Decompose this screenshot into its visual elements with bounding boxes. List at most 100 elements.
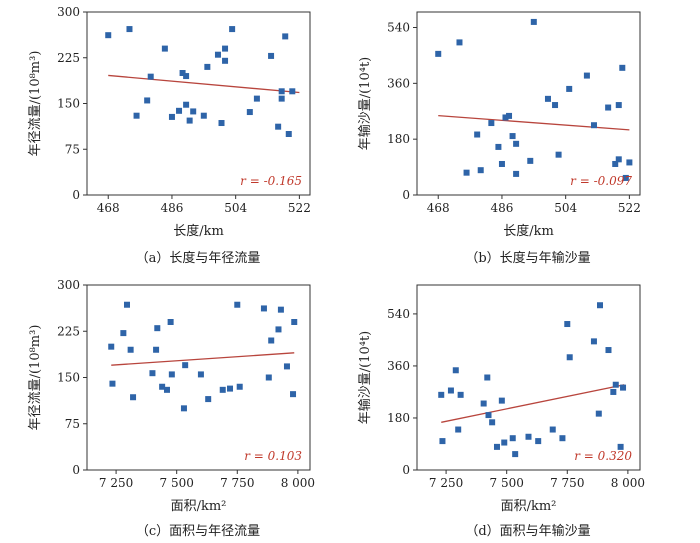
y-tick-label: 360 — [387, 76, 410, 90]
data-point — [527, 157, 534, 164]
data-point — [615, 102, 622, 109]
x-axis-label: 面积/km² — [501, 499, 557, 514]
data-point — [597, 302, 604, 309]
x-tick-label: 504 — [224, 201, 247, 215]
data-point — [277, 306, 284, 313]
data-point — [108, 343, 115, 350]
data-point — [595, 410, 602, 417]
data-point — [222, 57, 229, 64]
panel-caption: （c）面积与年径流量 — [136, 524, 260, 539]
data-point — [455, 426, 462, 433]
data-point — [617, 443, 624, 450]
data-point — [159, 383, 166, 390]
data-point — [186, 117, 193, 124]
panel-c-area-vs-runoff: 7 250 7 500 7 750 8 000 0 75 150 225 300 r = 0.10… — [28, 278, 315, 539]
y-tick-label: 300 — [57, 5, 80, 19]
correlation-label: r = 0.320 — [574, 449, 632, 463]
data-point — [605, 347, 612, 354]
data-point — [282, 33, 289, 40]
y-tick-label: 0 — [402, 463, 410, 477]
data-point — [168, 113, 175, 120]
y-tick-label: 150 — [57, 371, 80, 385]
data-point — [182, 362, 189, 369]
correlation-label: r = 0.103 — [244, 449, 302, 463]
data-point — [167, 319, 174, 325]
data-point — [590, 338, 597, 345]
panel-d-area-vs-sediment: 7 250 7 500 7 750 8 000 0 180 360 540 r = 0.320 面… — [357, 284, 645, 539]
data-point — [109, 380, 116, 387]
y-tick-label: 225 — [57, 51, 80, 65]
data-point — [513, 140, 520, 147]
plot-frame — [86, 284, 311, 471]
correlation-label: r = -0.097 — [570, 174, 632, 188]
data-point — [457, 391, 464, 398]
data-point — [283, 363, 290, 370]
data-point — [439, 438, 446, 445]
y-tick-label: 180 — [387, 411, 410, 425]
data-point — [176, 107, 183, 114]
y-tick-label: 540 — [387, 21, 410, 35]
y-axis-label: 年径流量/(10⁸m³) — [28, 51, 43, 157]
data-point — [555, 151, 562, 158]
x-tick-label: 8 000 — [611, 476, 645, 490]
x-tick-label: 8 000 — [281, 476, 315, 490]
x-axis-label: 面积/km² — [171, 499, 227, 514]
data-point — [610, 388, 617, 395]
trend-line — [108, 74, 300, 94]
data-point — [180, 405, 187, 412]
data-point — [168, 371, 175, 378]
data-point — [275, 123, 282, 130]
x-tick-label: 7 500 — [160, 476, 194, 490]
panel-b-length-vs-sediment: 468 486 504 522 0 180 360 540 r = -0.097 长度/km 年输沙… — [357, 11, 641, 266]
data-point — [535, 438, 542, 445]
data-point — [260, 305, 267, 312]
data-point — [163, 386, 170, 393]
data-point — [268, 52, 275, 59]
data-point — [498, 160, 505, 167]
x-tick-label: 522 — [618, 201, 641, 215]
data-point — [268, 337, 275, 344]
data-point — [452, 367, 459, 374]
data-point — [154, 325, 161, 332]
data-point — [144, 97, 151, 104]
data-point — [204, 63, 211, 70]
data-point — [126, 26, 133, 33]
data-point — [435, 50, 442, 57]
data-point — [544, 95, 551, 102]
y-tick-label: 0 — [402, 188, 410, 202]
data-point — [190, 108, 197, 115]
x-tick-label: 486 — [490, 201, 513, 215]
data-point — [265, 374, 272, 381]
data-point — [290, 391, 297, 398]
data-point — [612, 381, 619, 388]
data-point — [291, 319, 298, 325]
data-point — [566, 354, 573, 361]
y-tick-label: 0 — [72, 463, 80, 477]
data-point — [506, 112, 513, 119]
data-point — [509, 435, 516, 442]
correlation-label: r = -0.165 — [240, 174, 302, 188]
trend-line — [441, 384, 625, 423]
data-point — [484, 374, 491, 381]
data-point — [622, 174, 629, 181]
data-point — [130, 394, 137, 401]
data-point — [489, 419, 496, 426]
data-point — [463, 169, 470, 176]
data-point — [147, 73, 154, 80]
trend-line — [438, 114, 630, 131]
data-point — [120, 330, 127, 337]
data-point — [278, 95, 285, 102]
data-point — [234, 301, 241, 308]
data-point — [474, 131, 481, 138]
data-point — [275, 326, 282, 333]
data-point — [488, 120, 495, 127]
plot-frame — [86, 11, 311, 196]
data-point — [153, 346, 160, 353]
data-point — [583, 72, 590, 79]
data-point — [559, 435, 566, 442]
y-axis-label: 年径流量/(10⁸m³) — [28, 325, 43, 431]
data-point — [619, 64, 626, 71]
panel-a-length-vs-runoff: 468 486 504 522 0 75 150 225 300 r = -0.165 长度/km 年… — [28, 5, 311, 266]
x-tick-label: 7 250 — [429, 476, 463, 490]
